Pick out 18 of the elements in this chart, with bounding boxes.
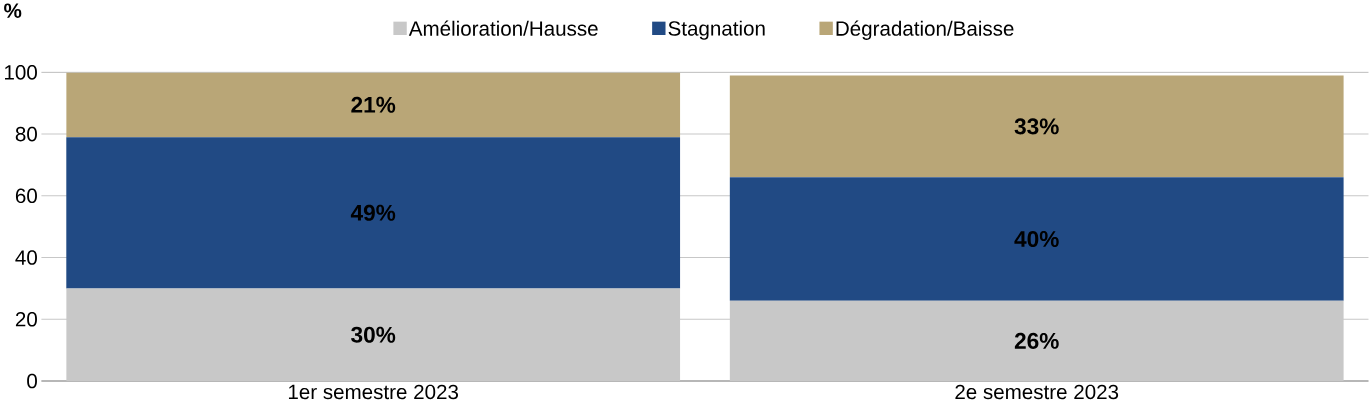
legend-label: Dégradation/Baisse	[836, 20, 1014, 41]
data-label: 26%	[1014, 333, 1059, 350]
data-label: 30%	[351, 326, 396, 343]
y-tick-label: 80	[15, 127, 37, 142]
y-tick-label: 0	[27, 373, 37, 389]
data-label: 33%	[1014, 118, 1059, 135]
y-tick-label: 100	[5, 65, 37, 80]
x-tick-label: 2e semestre 2023	[955, 384, 1119, 400]
y-axis-title: %	[4, 3, 22, 19]
y-tick-label: 40	[15, 250, 37, 266]
data-label: 40%	[1014, 231, 1059, 248]
legend-label: Stagnation	[668, 20, 765, 40]
y-tick-label: 60	[15, 188, 37, 204]
x-tick-label: 1er semestre 2023	[288, 384, 459, 400]
y-tick-label: 20	[15, 312, 37, 327]
legend-label: Amélioration/Hausse	[408, 20, 598, 37]
data-label: 49%	[350, 204, 396, 221]
data-label: 21%	[351, 96, 396, 113]
